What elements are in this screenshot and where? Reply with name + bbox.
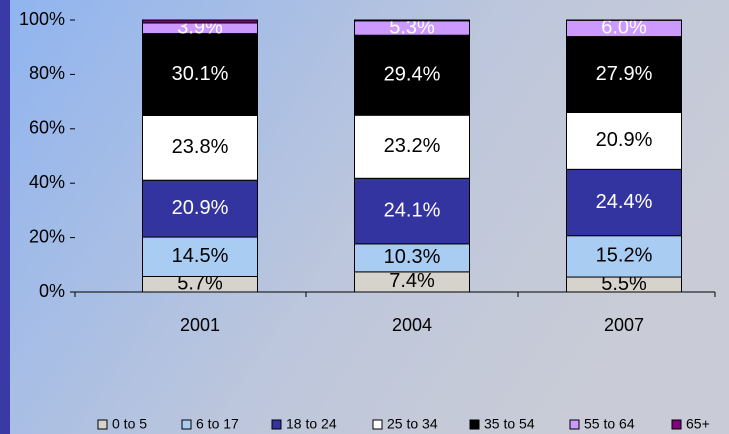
data-label: 10.3% (384, 246, 441, 268)
bar-segment (566, 235, 682, 278)
legend-swatch (271, 419, 282, 430)
legend-label: 18 to 24 (286, 416, 337, 432)
data-label: 5.3% (389, 16, 435, 38)
data-label: 6.0% (601, 17, 647, 39)
legend-label: 65+ (686, 416, 710, 432)
data-label: 20.9% (596, 129, 653, 151)
data-label: 24.4% (596, 191, 653, 213)
data-label: 20.9% (172, 197, 229, 219)
bar-segment (354, 19, 470, 22)
data-label: 29.4% (384, 63, 441, 85)
data-label: 23.2% (384, 135, 441, 157)
data-label: 7.4% (389, 270, 435, 292)
data-label: 27.9% (596, 63, 653, 85)
legend-label: 55 to 64 (584, 416, 635, 432)
data-label: 24.1% (384, 199, 441, 221)
bar-segment (142, 19, 258, 24)
legend-label: 35 to 54 (484, 416, 535, 432)
legend-swatch (372, 419, 383, 430)
y-tick-label: 100% (19, 9, 65, 29)
legend-swatch (97, 419, 108, 430)
bar-segment (566, 36, 682, 113)
data-label: 14.5% (172, 245, 229, 267)
bar-segment (566, 111, 682, 170)
bar-segment (566, 168, 682, 237)
data-label: 5.7% (177, 273, 223, 295)
y-tick-label: 60% (29, 118, 65, 138)
y-tick-label: 80% (29, 63, 65, 83)
data-label: 23.8% (172, 136, 229, 158)
legend-label: 6 to 17 (196, 416, 239, 432)
legend-swatch (671, 419, 682, 430)
x-tick-label: 2001 (180, 315, 220, 335)
y-tick-label: 20% (29, 226, 65, 246)
legend-label: 25 to 34 (387, 416, 438, 432)
bar-segment (354, 114, 470, 179)
x-tick-label: 2004 (392, 315, 432, 335)
data-label: 5.5% (601, 273, 647, 295)
side-strip (0, 0, 10, 434)
x-tick-label: 2007 (604, 315, 644, 335)
y-tick-label: 0% (39, 281, 65, 301)
data-label: 30.1% (172, 63, 229, 85)
bar-segment (354, 243, 470, 273)
bar-segment (354, 34, 470, 116)
legend-swatch (181, 419, 192, 430)
legend-swatch (569, 419, 580, 430)
y-tick-label: 40% (29, 172, 65, 192)
legend-swatch (469, 419, 480, 430)
legend-label: 0 to 5 (112, 416, 147, 432)
bar-segment (354, 177, 470, 245)
data-label: 15.2% (596, 245, 653, 267)
